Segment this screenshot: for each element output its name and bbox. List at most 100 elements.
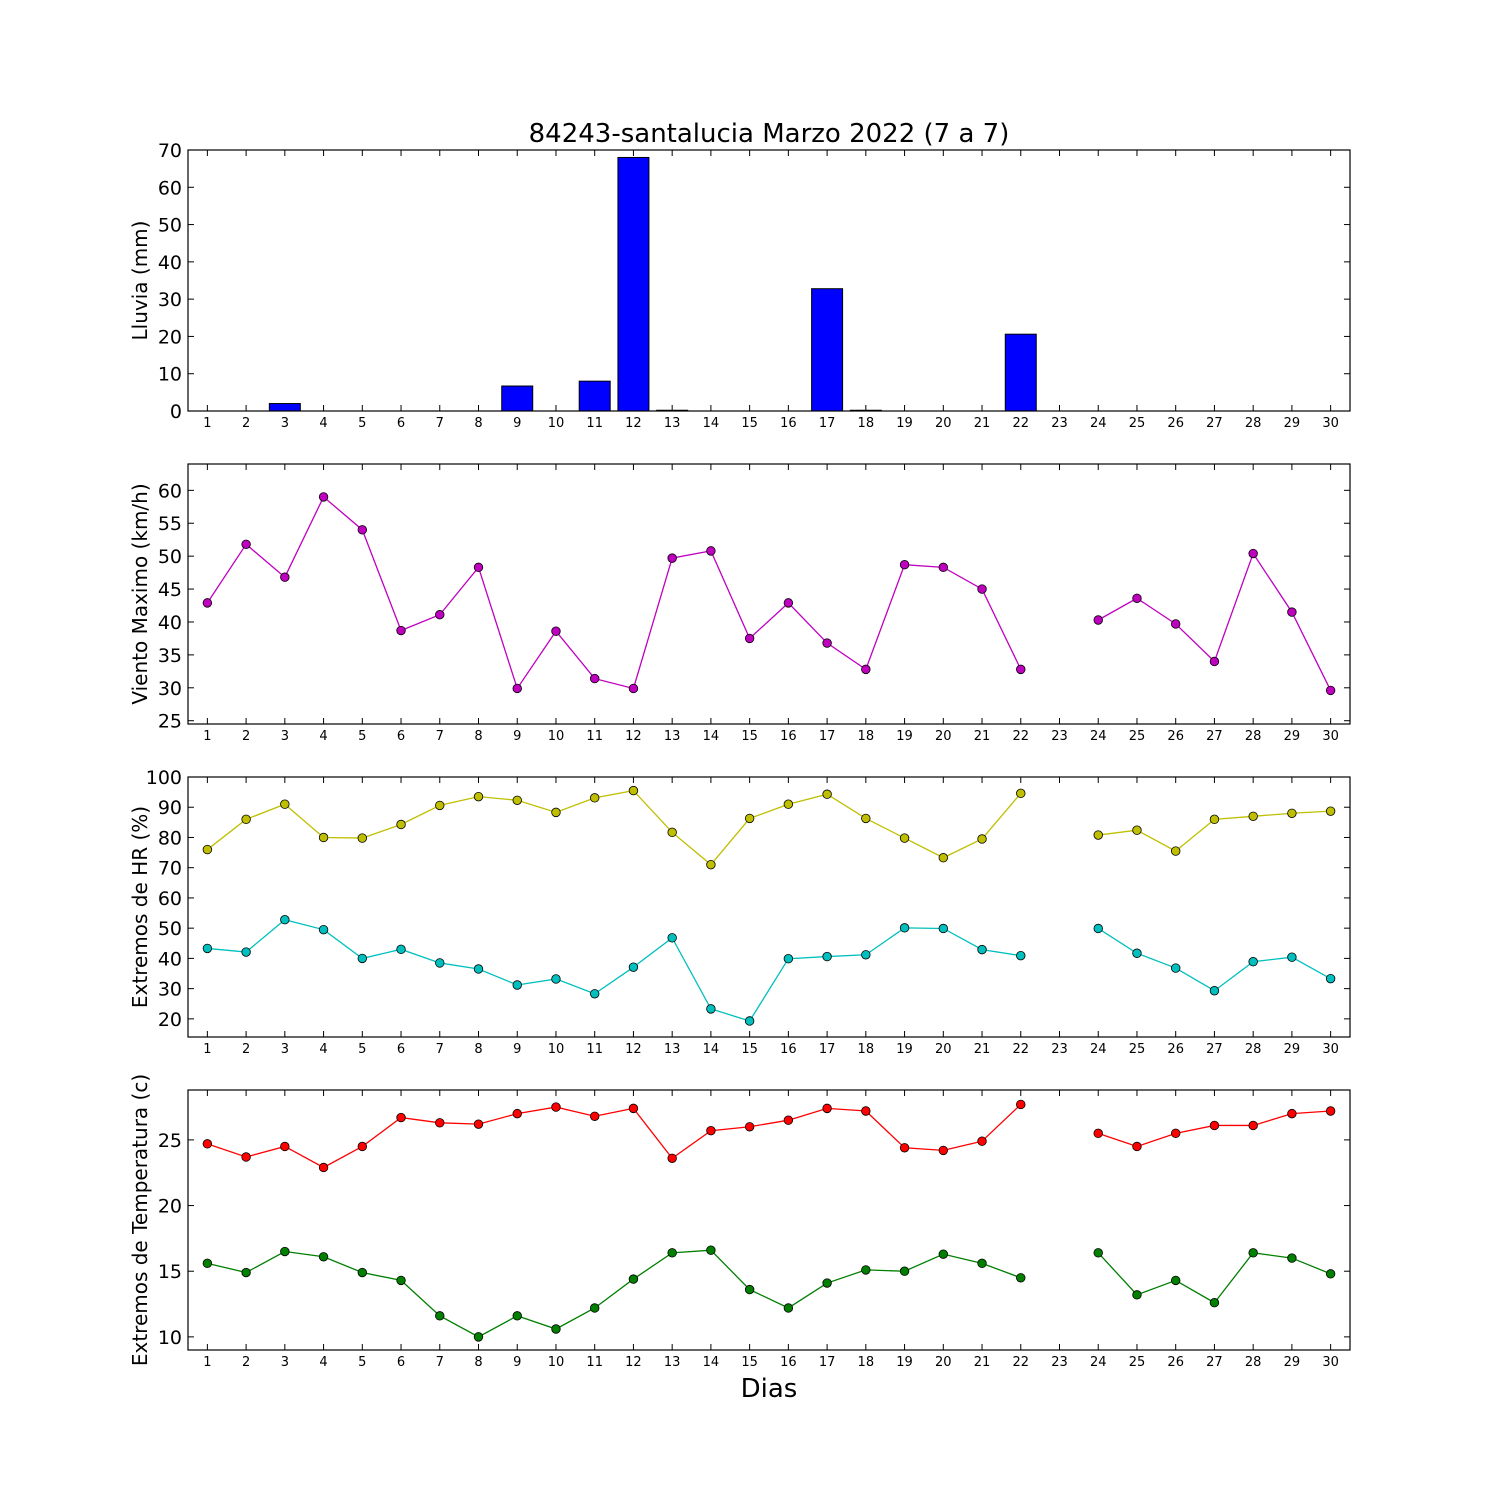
data-point bbox=[1170, 1128, 1181, 1139]
data-point bbox=[396, 1275, 406, 1286]
x-tick-label: 24 bbox=[1090, 729, 1107, 744]
x-tick-label: 28 bbox=[1245, 729, 1262, 744]
data-point bbox=[1248, 957, 1258, 967]
data-point bbox=[1170, 1275, 1181, 1286]
data-point bbox=[473, 791, 484, 802]
data-point bbox=[899, 833, 910, 843]
data-point bbox=[938, 562, 949, 573]
data-point bbox=[667, 553, 677, 563]
data-point bbox=[590, 1111, 600, 1121]
bar bbox=[1004, 333, 1037, 412]
data-point bbox=[861, 950, 871, 960]
data-point bbox=[1325, 685, 1336, 696]
data-point bbox=[241, 947, 251, 957]
data-point bbox=[861, 1106, 871, 1116]
x-tick-label: 14 bbox=[703, 729, 720, 744]
x-tick-label: 22 bbox=[1012, 1355, 1029, 1370]
y-tick-label: 45 bbox=[158, 579, 182, 601]
data-point bbox=[551, 1102, 561, 1112]
bar bbox=[501, 385, 534, 412]
data-point bbox=[512, 683, 522, 694]
data-point bbox=[938, 853, 949, 863]
y-axis-label: Lluvia (mm) bbox=[128, 221, 152, 341]
x-tick-label: 21 bbox=[974, 729, 991, 744]
data-point bbox=[202, 598, 213, 608]
x-tick-label: 10 bbox=[548, 1042, 565, 1057]
y-tick-label: 0 bbox=[170, 401, 182, 423]
data-point bbox=[396, 1112, 406, 1123]
x-tick-label: 7 bbox=[436, 1042, 444, 1057]
x-tick-label: 25 bbox=[1129, 729, 1146, 744]
x-tick-label: 22 bbox=[1012, 1042, 1029, 1057]
data-point bbox=[396, 625, 406, 636]
x-tick-label: 21 bbox=[974, 1042, 991, 1057]
data-point bbox=[744, 1284, 755, 1295]
bar bbox=[578, 380, 611, 412]
data-point bbox=[590, 1303, 600, 1313]
data-point bbox=[667, 933, 677, 943]
x-tick-label: 27 bbox=[1206, 1355, 1223, 1370]
x-tick-label: 11 bbox=[586, 416, 603, 431]
x-tick-label: 23 bbox=[1051, 1042, 1068, 1057]
data-point bbox=[1209, 986, 1220, 996]
data-point bbox=[977, 1136, 987, 1146]
data-point bbox=[280, 914, 290, 925]
data-point bbox=[1287, 1108, 1297, 1119]
x-tick-label: 13 bbox=[664, 416, 681, 431]
y-tick-label: 35 bbox=[158, 645, 182, 667]
x-tick-label: 12 bbox=[625, 1042, 642, 1057]
data-point bbox=[1248, 548, 1258, 559]
data-point bbox=[318, 492, 329, 502]
data-point bbox=[280, 1246, 290, 1257]
x-tick-label: 4 bbox=[319, 416, 327, 431]
x-tick-label: 15 bbox=[741, 416, 758, 431]
x-tick-label: 25 bbox=[1129, 416, 1146, 431]
y-tick-label: 60 bbox=[158, 177, 182, 199]
x-tick-label: 9 bbox=[513, 416, 521, 431]
x-tick-label: 1 bbox=[203, 1355, 211, 1370]
data-point bbox=[744, 633, 755, 644]
y-tick-label: 20 bbox=[158, 1009, 182, 1031]
data-point bbox=[1248, 1248, 1258, 1258]
y-tick-label: 25 bbox=[158, 1130, 182, 1152]
x-tick-label: 7 bbox=[436, 729, 444, 744]
data-point bbox=[861, 813, 871, 824]
data-point bbox=[1132, 593, 1142, 603]
data-point bbox=[1170, 963, 1181, 973]
y-tick-label: 60 bbox=[158, 888, 182, 910]
x-tick-label: 30 bbox=[1322, 1042, 1339, 1057]
data-point bbox=[899, 923, 910, 933]
x-tick-label: 27 bbox=[1206, 416, 1223, 431]
data-point bbox=[435, 958, 445, 968]
x-tick-label: 18 bbox=[858, 729, 875, 744]
x-tick-label: 13 bbox=[664, 1355, 681, 1370]
x-tick-label: 15 bbox=[741, 729, 758, 744]
data-point bbox=[1093, 830, 1103, 840]
data-point bbox=[628, 962, 639, 972]
x-tick-label: 17 bbox=[819, 1355, 836, 1370]
data-point bbox=[667, 1153, 677, 1163]
y-tick-label: 20 bbox=[158, 1196, 182, 1218]
data-point bbox=[1016, 664, 1026, 675]
data-point bbox=[706, 1126, 716, 1136]
x-tick-label: 17 bbox=[819, 416, 836, 431]
data-point bbox=[938, 923, 949, 934]
x-tick-label: 21 bbox=[974, 416, 991, 431]
data-point bbox=[667, 827, 677, 838]
y-tick-label: 10 bbox=[158, 364, 182, 386]
data-point bbox=[783, 1115, 794, 1125]
x-tick-label: 7 bbox=[436, 416, 444, 431]
data-point bbox=[1325, 806, 1336, 816]
data-point bbox=[435, 1118, 445, 1128]
x-tick-label: 29 bbox=[1284, 1355, 1301, 1370]
x-tick-label: 20 bbox=[935, 1042, 952, 1057]
y-tick-label: 25 bbox=[158, 711, 182, 733]
data-point bbox=[783, 799, 794, 809]
data-point bbox=[899, 1266, 910, 1276]
data-point bbox=[822, 789, 832, 799]
data-point bbox=[473, 562, 484, 573]
y-tick-label: 40 bbox=[158, 252, 182, 274]
x-tick-label: 14 bbox=[703, 416, 720, 431]
series-line bbox=[207, 1103, 1022, 1169]
